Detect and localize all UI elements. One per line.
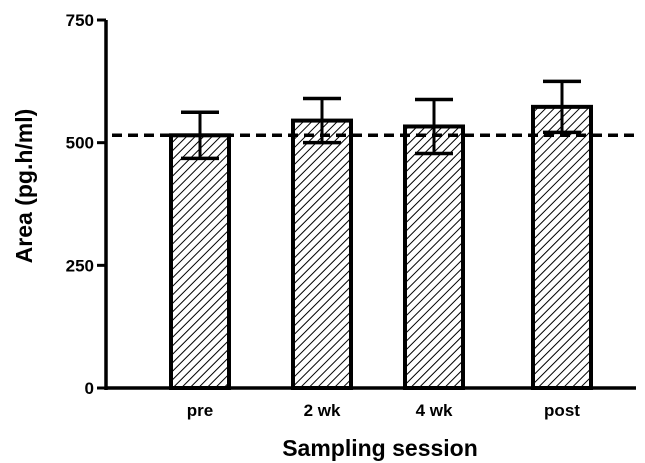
y-tick-label-750: 750 — [66, 11, 94, 30]
x-tick-label-4-wk: 4 wk — [416, 401, 453, 420]
bar-pre — [169, 133, 231, 390]
x-tick-label-pre: pre — [187, 401, 213, 420]
bar-2-wk — [291, 118, 353, 390]
y-tick-label-250: 250 — [66, 256, 94, 275]
x-tick-label-2-wk: 2 wk — [304, 401, 341, 420]
plot-area: 0 250 500 750 pre 2 wk 4 wk post — [66, 11, 636, 420]
bar-4-wk — [403, 124, 465, 390]
y-tick-label-0: 0 — [85, 379, 94, 398]
x-axis-title: Sampling session — [282, 435, 478, 461]
y-tick-label-500: 500 — [66, 134, 94, 153]
bar-post — [531, 104, 593, 391]
y-axis-title: Area (pg.h/ml) — [11, 109, 37, 264]
x-tick-label-post: post — [544, 401, 580, 420]
